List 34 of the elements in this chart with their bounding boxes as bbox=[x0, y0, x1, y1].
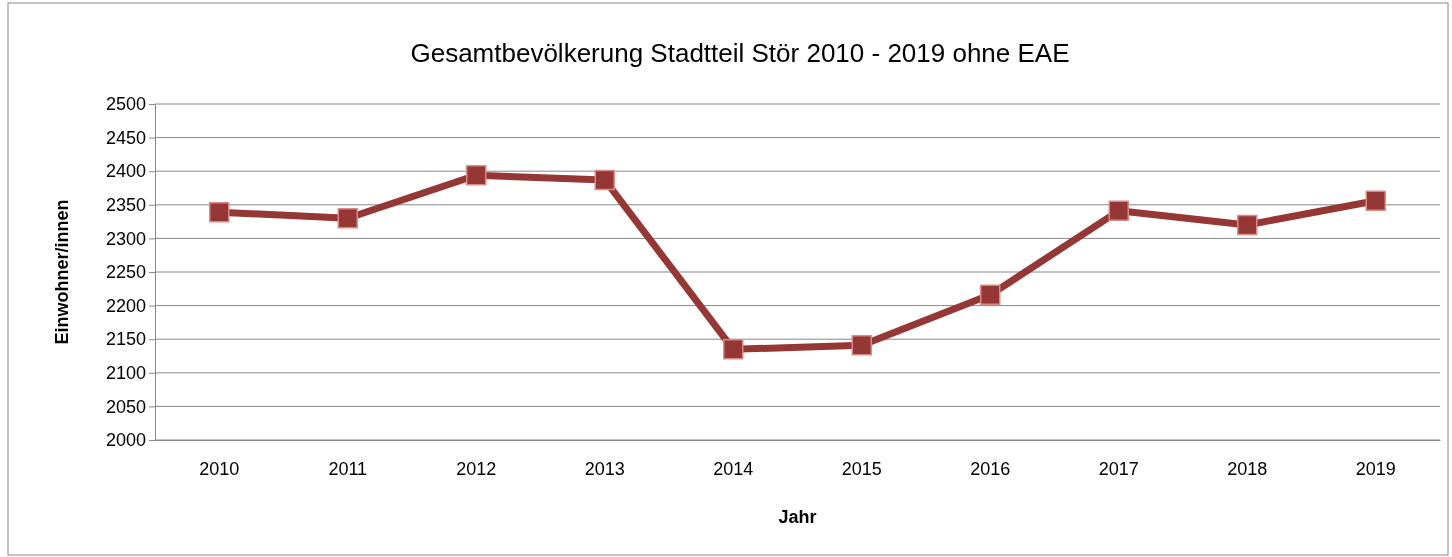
x-tick-label: 2015 bbox=[841, 458, 882, 479]
point bbox=[723, 339, 744, 360]
x-tick-label: 2018 bbox=[1227, 458, 1268, 479]
y-tick-label: 2450 bbox=[105, 127, 146, 148]
x-tick-label: 2010 bbox=[199, 458, 240, 479]
x-tick-label: 2019 bbox=[1355, 458, 1396, 479]
point bbox=[337, 208, 358, 229]
x-tick-label: 2017 bbox=[1098, 458, 1139, 479]
y-tick-label: 2050 bbox=[105, 396, 146, 417]
point bbox=[851, 335, 872, 356]
y-axis-title: Einwohner/innen bbox=[52, 199, 72, 345]
point bbox=[980, 284, 1001, 306]
point bbox=[594, 169, 615, 191]
x-tick-label: 2011 bbox=[328, 458, 368, 479]
point bbox=[1365, 190, 1386, 212]
chart-title: Gesamtbevölkerung Stadtteil Stör 2010 - 2019 ohne EAE bbox=[410, 38, 1070, 68]
point bbox=[209, 201, 230, 223]
y-tick-label: 2100 bbox=[105, 363, 146, 384]
x-axis-title: Jahr bbox=[778, 507, 817, 527]
y-tick-label: 2200 bbox=[105, 295, 146, 316]
y-tick-label: 2150 bbox=[105, 329, 146, 350]
y-tick-label: 2000 bbox=[105, 430, 146, 451]
point bbox=[1108, 200, 1129, 222]
x-tick-label: 2016 bbox=[970, 458, 1011, 479]
y-tick-label: 2400 bbox=[105, 161, 146, 182]
x-tick-label: 2014 bbox=[713, 458, 754, 479]
y-tick-label: 2500 bbox=[105, 94, 146, 115]
y-tick-label: 2350 bbox=[105, 195, 146, 216]
y-tick-label: 2300 bbox=[105, 228, 146, 249]
point bbox=[466, 164, 487, 186]
point bbox=[1237, 214, 1258, 236]
x-tick-label: 2012 bbox=[456, 458, 497, 479]
y-tick-label: 2250 bbox=[105, 262, 146, 283]
x-tick-label: 2013 bbox=[584, 458, 625, 479]
